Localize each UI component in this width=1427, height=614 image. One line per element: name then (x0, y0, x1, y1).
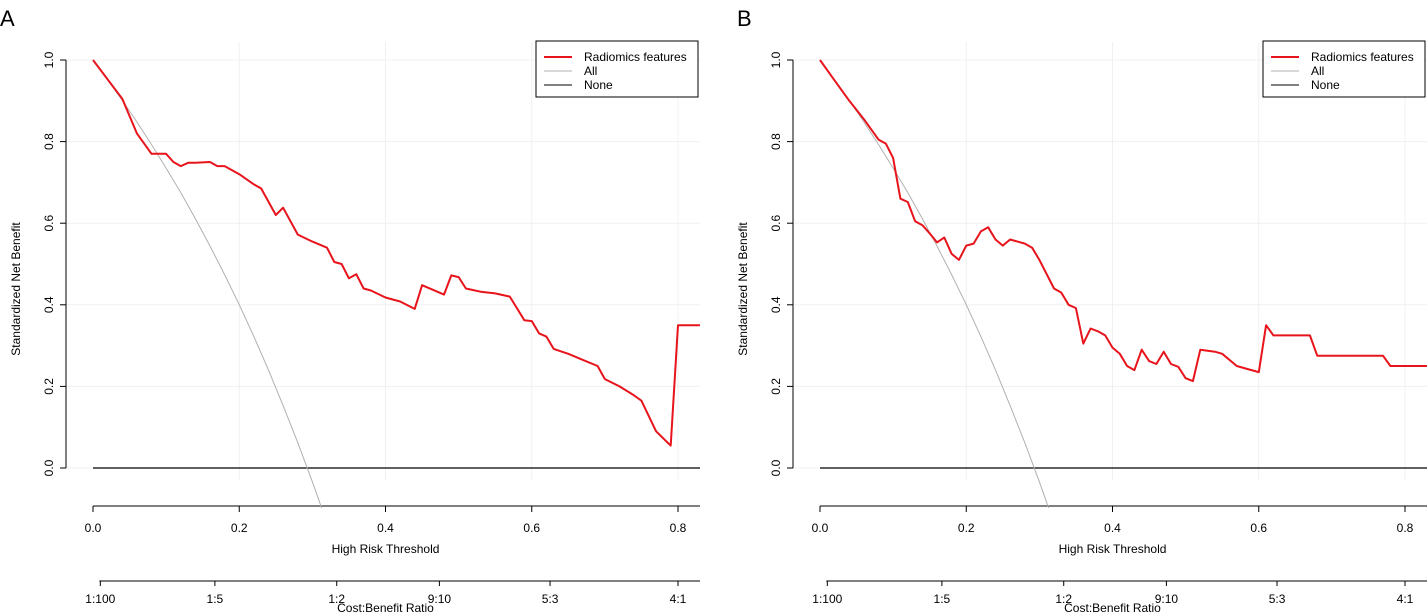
chart-b-x-tick-label-3: 0.6 (1250, 521, 1267, 535)
chart-a-y-tick-label-1: 0.2 (42, 378, 56, 395)
chart-a-y-tick-label-3: 0.6 (42, 215, 56, 232)
chart-a-legend-label-0: Radiomics features (584, 50, 687, 64)
chart-b-ratio-tick-label-5: 4:1 (1397, 592, 1414, 606)
chart-b-ratio-tick-label-4: 5:3 (1269, 592, 1286, 606)
chart-b-panel-letter: B (737, 6, 752, 31)
chart-b-legend-box (1262, 40, 1426, 98)
chart-b-y-tick-label-5: 1.0 (769, 51, 783, 68)
chart-b-y-tick-label-3: 0.6 (769, 215, 783, 232)
chart-b-y-tick-label-0: 0.0 (769, 459, 783, 476)
chart-a-x-tick-label-2: 0.4 (377, 521, 394, 535)
chart-a-svg: A 0.0 0.2 0.4 0.6 0.8 1.0 Standardized Net Bene… (0, 6, 700, 614)
chart-b-y-tick-label-1: 0.2 (769, 378, 783, 395)
chart-a-legend-label-2: None (584, 78, 613, 92)
chart-a-y-tick-label-0: 0.0 (42, 459, 56, 476)
chart-a-y-tick-label-5: 1.0 (42, 51, 56, 68)
chart-a-x-tick-label-0: 0.0 (85, 521, 102, 535)
chart-panel-b: B 0.0 0.2 0.4 0.6 0.8 1.0 Standardized Net Bene… (727, 0, 1427, 614)
chart-a-series-all-line (92, 59, 323, 508)
chart-a-legend-box (535, 40, 699, 98)
chart-a-ratio-tick-label-4: 5:3 (542, 592, 559, 606)
chart-b-x-tick-label-1: 0.2 (958, 521, 975, 535)
chart-b-ratio-tick-label-2: 1:2 (1055, 592, 1072, 606)
chart-a-x-tick-label-4: 0.8 (670, 521, 687, 535)
chart-a-legend-label-1: All (584, 64, 597, 78)
chart-a-x-tick-label-3: 0.6 (523, 521, 540, 535)
chart-a-ratio-tick-label-3: 9:10 (428, 592, 452, 606)
chart-a-x-axis-title: High Risk Threshold (332, 542, 440, 556)
chart-b-x-tick-label-0: 0.0 (812, 521, 829, 535)
chart-b-legend-label-1: All (1311, 64, 1324, 78)
chart-b-series-radiomics-features-line (819, 59, 1427, 383)
chart-a-series-radiomics-features-line (92, 59, 700, 447)
chart-b-ratio-tick-label-3: 9:10 (1155, 592, 1179, 606)
chart-b-ratio-tick-label-0: 1:100 (812, 592, 842, 606)
chart-b-y-tick-label-4: 0.8 (769, 133, 783, 150)
chart-a-ratio-axis-title: Cost:Benefit Ratio (337, 601, 434, 614)
chart-b-ratio-axis-title: Cost:Benefit Ratio (1064, 601, 1161, 614)
chart-b-x-tick-label-4: 0.8 (1397, 521, 1414, 535)
chart-a-y-tick-label-2: 0.4 (42, 296, 56, 313)
chart-a-panel-letter: A (0, 6, 15, 31)
chart-b-legend-label-2: None (1311, 78, 1340, 92)
chart-b-x-tick-label-2: 0.4 (1104, 521, 1121, 535)
chart-b-ratio-tick-label-1: 1:5 (934, 592, 951, 606)
chart-panel-a: A 0.0 0.2 0.4 0.6 0.8 1.0 Standardized Net Bene… (0, 0, 706, 614)
chart-a-ratio-tick-label-5: 4:1 (670, 592, 687, 606)
chart-a-x-tick-label-1: 0.2 (231, 521, 248, 535)
chart-b-y-tick-label-2: 0.4 (769, 296, 783, 313)
chart-b-series-all-line (819, 59, 1050, 508)
chart-b-svg: B 0.0 0.2 0.4 0.6 0.8 1.0 Standardized Net Bene… (736, 6, 1427, 614)
chart-b-x-axis-title: High Risk Threshold (1059, 542, 1167, 556)
chart-a-ratio-tick-label-2: 1:2 (328, 592, 345, 606)
chart-a-ratio-tick-label-0: 1:100 (85, 592, 115, 606)
chart-a-y-axis-title: Standardized Net Benefit (9, 222, 23, 356)
chart-b-legend-label-0: Radiomics features (1311, 50, 1414, 64)
chart-a-y-tick-label-4: 0.8 (42, 133, 56, 150)
chart-a-ratio-tick-label-1: 1:5 (207, 592, 224, 606)
chart-b-y-axis-title: Standardized Net Benefit (736, 222, 750, 356)
